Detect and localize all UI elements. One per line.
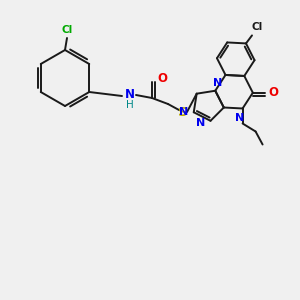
Text: H: H: [126, 100, 134, 110]
Text: O: O: [269, 86, 279, 99]
Text: N: N: [196, 118, 206, 128]
Text: Cl: Cl: [252, 22, 263, 32]
Text: Cl: Cl: [61, 25, 73, 35]
Text: N: N: [213, 78, 222, 88]
Text: N: N: [179, 107, 189, 117]
Text: O: O: [157, 71, 167, 85]
Text: N: N: [125, 88, 135, 101]
Text: S: S: [178, 106, 188, 118]
Text: N: N: [235, 113, 244, 124]
